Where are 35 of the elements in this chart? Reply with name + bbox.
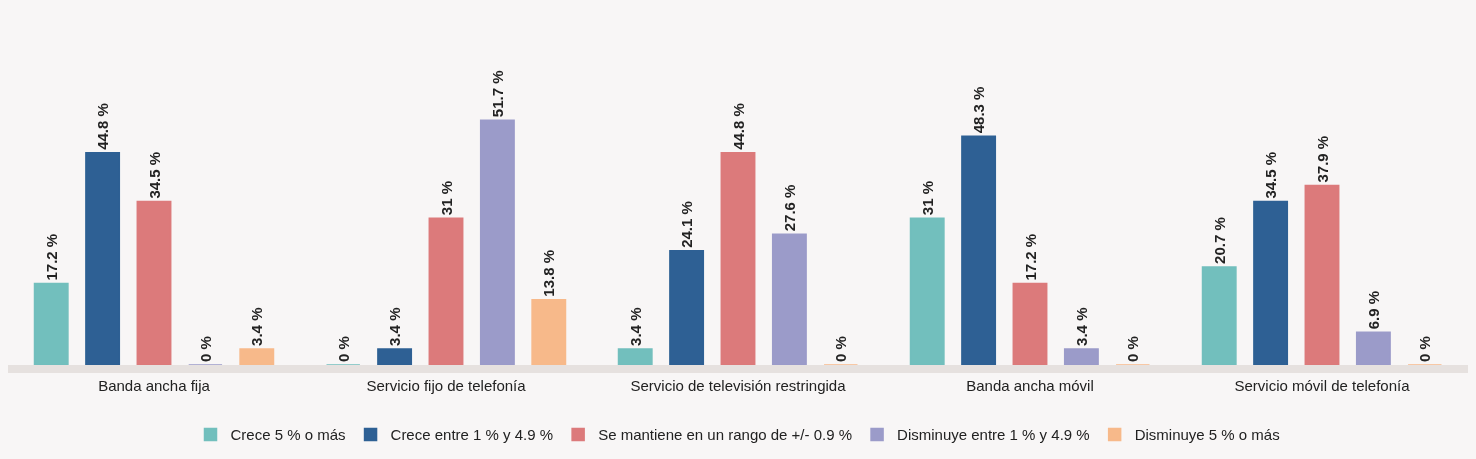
data-label: 6.9 %	[1364, 290, 1382, 330]
data-label: 37.9 %	[1313, 135, 1331, 183]
legend-label: Disminuye 5 % o más	[1134, 426, 1280, 444]
data-label: 3.4 %	[386, 307, 404, 346]
data-label: 34.5 %	[1262, 151, 1280, 199]
x-tick-label: Servicio fijo de telefonía	[366, 377, 527, 394]
x-tick-label: Banda ancha móvil	[966, 377, 1094, 394]
data-label: 0 %	[1416, 336, 1434, 362]
data-label: 27.6 %	[780, 184, 798, 232]
data-label: 24.1 %	[678, 201, 696, 248]
data-label: 51.7 %	[488, 70, 506, 118]
data-label: 13.8 %	[540, 249, 558, 297]
data-label: 20.7 %	[1210, 217, 1228, 264]
data-label: 48.3 %	[970, 86, 988, 134]
x-tick-label: Servicio de televisión restringida	[630, 377, 847, 394]
data-label: 0 %	[334, 336, 352, 362]
data-label: 17.2 %	[42, 233, 60, 281]
x-tick-label: Banda ancha fija	[98, 377, 211, 394]
data-label: 3.4 %	[626, 307, 644, 346]
data-label: 44.8 %	[729, 103, 747, 150]
data-label: 3.4 %	[248, 307, 266, 346]
data-label: 3.4 %	[1072, 307, 1090, 346]
data-label: 17.2 %	[1021, 233, 1039, 281]
data-label: 31 %	[918, 181, 936, 216]
data-label: 44.8 %	[94, 103, 112, 150]
data-label: 0 %	[196, 336, 214, 362]
data-label: 31 %	[437, 181, 455, 216]
legend-label: Crece 5 % o más	[230, 426, 346, 444]
legend-label: Se mantiene en un rango de +/- 0.9 %	[598, 426, 853, 444]
legend-label: Disminuye entre 1 % y 4.9 %	[897, 426, 1090, 444]
x-tick-label: Servicio móvil de telefonía	[1234, 377, 1411, 394]
data-label: 0 %	[1124, 336, 1142, 362]
data-label: 34.5 %	[145, 151, 163, 199]
legend-label: Crece entre 1 % y 4.9 %	[390, 426, 554, 444]
data-label: 0 %	[832, 336, 850, 362]
